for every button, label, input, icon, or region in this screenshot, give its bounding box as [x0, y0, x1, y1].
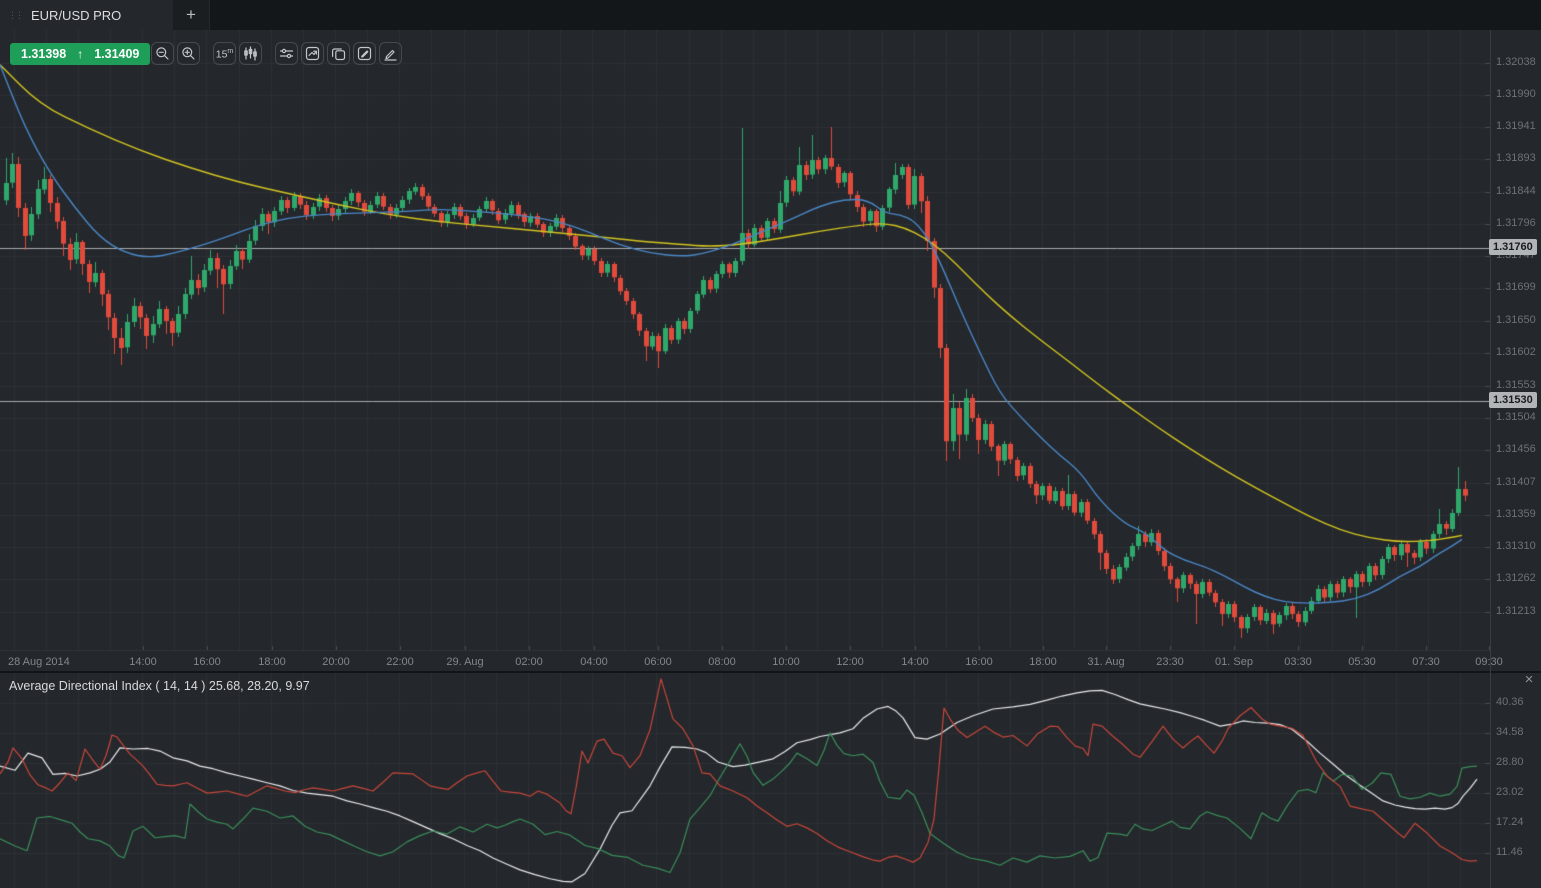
zoom-out-button[interactable]	[151, 42, 174, 65]
indicator-close-icon[interactable]: ×	[1524, 671, 1534, 688]
draw-tool-button[interactable]	[379, 42, 402, 65]
chart-toolbar: 15m	[151, 42, 405, 65]
price-axis-label: 1.31893	[1496, 152, 1536, 165]
indicator-title: Average Directional Index ( 14, 14 ) 25.…	[9, 679, 310, 693]
indicator-axis-label: 34.58	[1496, 725, 1524, 738]
time-axis-label: 06:00	[644, 656, 672, 668]
time-axis-label: 18:00	[258, 656, 286, 668]
timeframe-15m-icon: 15m	[215, 48, 234, 61]
main-chart-canvas[interactable]	[0, 30, 1490, 650]
time-axis-label: 08:00	[708, 656, 736, 668]
price-axis-label: 1.31796	[1496, 216, 1536, 229]
time-axis-label: 20:00	[322, 656, 350, 668]
price-axis-label: 1.31456	[1496, 443, 1536, 456]
time-axis-label: 28 Aug 2014	[8, 656, 70, 668]
tab-eurusd-pro[interactable]: ⋮⋮ EUR/USD PRO	[0, 0, 172, 30]
tab-drag-handle-icon[interactable]: ⋮⋮	[8, 9, 24, 20]
price-axis-label: 1.31602	[1496, 345, 1536, 358]
time-axis-label: 09:30	[1475, 656, 1503, 668]
indicator-axis-label: 17.24	[1496, 815, 1524, 828]
marker-pen-icon	[384, 49, 397, 61]
sliders-icon	[279, 48, 294, 59]
price-axis-label: 1.31844	[1496, 184, 1536, 197]
price-axis-label: 1.31553	[1496, 378, 1536, 391]
time-axis-label: 14:00	[129, 656, 157, 668]
indicator-axis-label: 11.46	[1496, 845, 1523, 858]
indicator-panel-separator	[0, 671, 1541, 673]
candlestick-chart-icon	[244, 46, 257, 61]
time-axis-label: 02:00	[515, 656, 543, 668]
price-axis-border	[1490, 30, 1491, 888]
chart-snapshot-button[interactable]	[301, 42, 324, 65]
time-axis-label: 03:30	[1284, 656, 1312, 668]
price-axis-label: 1.31407	[1496, 475, 1536, 488]
indicator-axis-label: 28.80	[1496, 755, 1524, 768]
price-axis-label: 1.31310	[1496, 540, 1536, 553]
tab-bar: ⋮⋮ EUR/USD PRO +	[0, 0, 1541, 30]
zoom-in-icon	[182, 47, 195, 60]
ask-price: 1.31409	[94, 47, 140, 61]
tab-label: EUR/USD PRO	[31, 7, 122, 23]
chart-snapshot-icon	[305, 46, 320, 61]
price-axis-label: 1.32038	[1496, 55, 1536, 68]
new-tab-button[interactable]: +	[172, 0, 210, 30]
time-axis-label: 10:00	[772, 656, 800, 668]
time-axis-label: 22:00	[386, 656, 414, 668]
timeframe-button[interactable]: 15m	[213, 42, 236, 65]
arrow-up-icon: ↑	[77, 47, 84, 61]
indicator-settings-button[interactable]	[275, 42, 298, 65]
price-axis-label: 1.31699	[1496, 281, 1536, 294]
time-axis-label: 18:00	[1029, 656, 1057, 668]
chart-type-button[interactable]	[239, 42, 262, 65]
edit-chart-button[interactable]	[353, 42, 376, 65]
indicator-axis-label: 40.36	[1496, 696, 1524, 708]
plus-icon: +	[186, 5, 196, 24]
price-line-badge: 1.31760	[1489, 238, 1537, 255]
time-axis-label: 23:30	[1156, 656, 1184, 668]
price-axis-label: 1.31262	[1496, 572, 1536, 585]
adx-indicator-canvas[interactable]	[0, 673, 1490, 888]
time-axis-label: 16:00	[965, 656, 993, 668]
price-axis-label: 1.31941	[1496, 120, 1536, 133]
price-axis-label: 1.31359	[1496, 507, 1536, 520]
time-axis-label: 01. Sep	[1215, 656, 1253, 668]
price-axis-label: 1.31990	[1496, 87, 1536, 100]
time-axis-label: 14:00	[901, 656, 929, 668]
price-line-badge: 1.31530	[1489, 391, 1537, 408]
bid-price: 1.31398	[21, 47, 67, 61]
zoom-in-button[interactable]	[177, 42, 200, 65]
edit-square-icon	[357, 46, 372, 61]
price-ticker[interactable]: 1.31398 ↑ 1.31409	[10, 43, 151, 65]
price-axis-label: 1.31650	[1496, 314, 1536, 327]
time-axis-label: 12:00	[836, 656, 864, 668]
copy-icon	[332, 48, 346, 61]
zoom-out-icon	[156, 47, 169, 60]
indicator-axis-label: 23.02	[1496, 785, 1524, 798]
time-axis-separator	[0, 650, 1490, 651]
duplicate-chart-button[interactable]	[327, 42, 350, 65]
time-axis-label: 16:00	[193, 656, 221, 668]
price-axis-label: 1.31213	[1496, 604, 1536, 617]
time-axis-label: 31. Aug	[1087, 656, 1125, 668]
time-axis-label: 29. Aug	[446, 656, 484, 668]
time-axis-label: 04:00	[580, 656, 608, 668]
time-axis-label: 07:30	[1412, 656, 1440, 668]
time-axis-label: 05:30	[1348, 656, 1376, 668]
price-axis-label: 1.31504	[1496, 411, 1536, 424]
